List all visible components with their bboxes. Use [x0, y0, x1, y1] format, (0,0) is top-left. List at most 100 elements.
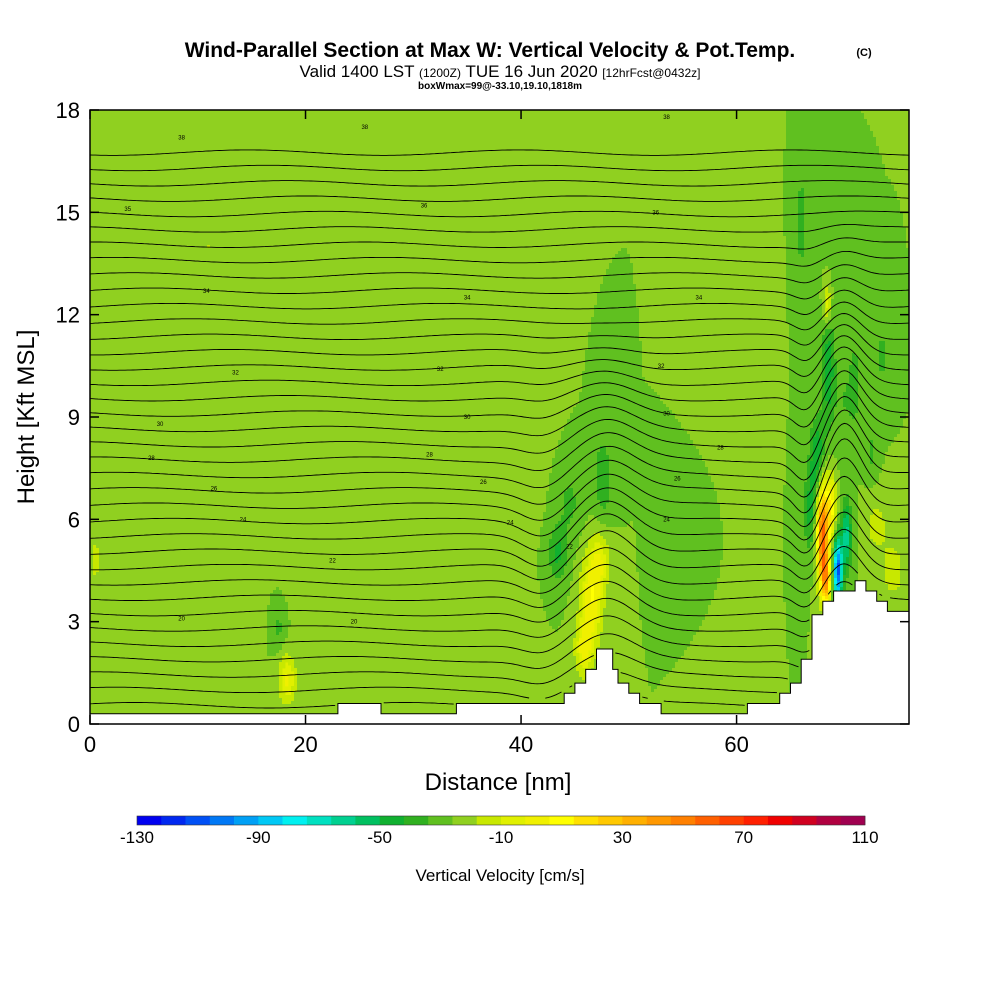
velocity-cell — [114, 116, 117, 119]
velocity-cell — [744, 113, 747, 116]
velocity-cell — [360, 116, 363, 119]
velocity-cell — [570, 113, 573, 116]
velocity-cell — [714, 113, 717, 116]
velocity-cell — [381, 113, 384, 116]
velocity-cell — [567, 113, 570, 116]
velocity-cell — [372, 116, 375, 119]
velocity-cell — [555, 116, 558, 119]
velocity-cell — [732, 113, 735, 116]
velocity-cell — [492, 116, 495, 119]
velocity-cell — [330, 113, 333, 116]
velocity-cell — [549, 116, 552, 119]
velocity-cell — [591, 116, 594, 119]
velocity-cell — [264, 113, 267, 116]
velocity-cell — [738, 116, 741, 119]
velocity-cell — [99, 113, 102, 116]
velocity-cell — [564, 116, 567, 119]
velocity-cell — [363, 116, 366, 119]
velocity-cell — [741, 113, 744, 116]
velocity-cell — [150, 116, 153, 119]
velocity-cell — [207, 113, 210, 116]
velocity-cell — [186, 113, 189, 116]
velocity-cell — [681, 116, 684, 119]
velocity-cell — [687, 113, 690, 116]
velocity-cell — [117, 113, 120, 116]
velocity-cell — [372, 113, 375, 116]
velocity-cell — [570, 116, 573, 119]
velocity-cell — [900, 113, 903, 116]
velocity-cell — [723, 113, 726, 116]
velocity-cell — [309, 116, 312, 119]
velocity-cell — [780, 116, 783, 119]
velocity-cell — [882, 113, 885, 116]
velocity-cell — [435, 116, 438, 119]
velocity-cell — [348, 113, 351, 116]
velocity-cell — [171, 116, 174, 119]
velocity-cell — [525, 113, 528, 116]
velocity-cell — [687, 116, 690, 119]
velocity-cell — [297, 113, 300, 116]
velocity-cell — [312, 113, 315, 116]
velocity-cell — [324, 113, 327, 116]
velocity-cell — [336, 116, 339, 119]
velocity-cell — [363, 113, 366, 116]
velocity-cell — [552, 113, 555, 116]
velocity-cell — [573, 113, 576, 116]
velocity-cell — [165, 113, 168, 116]
velocity-cell — [510, 113, 513, 116]
velocity-cell — [273, 116, 276, 119]
velocity-cell — [111, 116, 114, 119]
velocity-cell — [831, 113, 834, 116]
velocity-cell — [141, 113, 144, 116]
velocity-cell — [591, 113, 594, 116]
velocity-cell — [837, 116, 840, 119]
velocity-cell — [246, 116, 249, 119]
velocity-cell — [393, 116, 396, 119]
velocity-cell — [846, 113, 849, 116]
velocity-cell — [384, 113, 387, 116]
velocity-cell — [696, 116, 699, 119]
velocity-cell — [195, 113, 198, 116]
velocity-cell — [801, 113, 804, 116]
velocity-cell — [846, 116, 849, 119]
velocity-cell — [819, 116, 822, 119]
velocity-cell — [705, 113, 708, 116]
velocity-cell — [129, 116, 132, 119]
velocity-cell — [435, 113, 438, 116]
velocity-cell — [390, 113, 393, 116]
velocity-cell — [516, 116, 519, 119]
velocity-cell — [237, 116, 240, 119]
velocity-cell — [606, 116, 609, 119]
velocity-cell — [222, 116, 225, 119]
velocity-cell — [456, 113, 459, 116]
velocity-cell — [321, 113, 324, 116]
velocity-cell — [285, 113, 288, 116]
velocity-cell — [813, 113, 816, 116]
velocity-cell — [264, 116, 267, 119]
velocity-cell — [132, 116, 135, 119]
velocity-cell — [546, 116, 549, 119]
velocity-cell — [462, 116, 465, 119]
velocity-cell — [714, 116, 717, 119]
velocity-cell — [795, 113, 798, 116]
velocity-cell — [771, 116, 774, 119]
velocity-cell — [219, 116, 222, 119]
velocity-cell — [357, 113, 360, 116]
velocity-cell — [855, 113, 858, 116]
velocity-cell — [894, 113, 897, 116]
velocity-cell — [828, 113, 831, 116]
velocity-cell — [780, 113, 783, 116]
velocity-cell — [420, 113, 423, 116]
velocity-cell — [675, 116, 678, 119]
velocity-cell — [399, 116, 402, 119]
velocity-cell — [633, 116, 636, 119]
velocity-cell — [462, 113, 465, 116]
velocity-cell — [111, 113, 114, 116]
velocity-cell — [678, 116, 681, 119]
velocity-cell — [786, 116, 789, 119]
velocity-cell — [798, 113, 801, 116]
velocity-cell — [708, 116, 711, 119]
velocity-cell — [822, 116, 825, 119]
velocity-cell — [366, 113, 369, 116]
vertical-section-chart: Wind-Parallel Section at Max W: Vertical… — [0, 0, 1000, 1000]
